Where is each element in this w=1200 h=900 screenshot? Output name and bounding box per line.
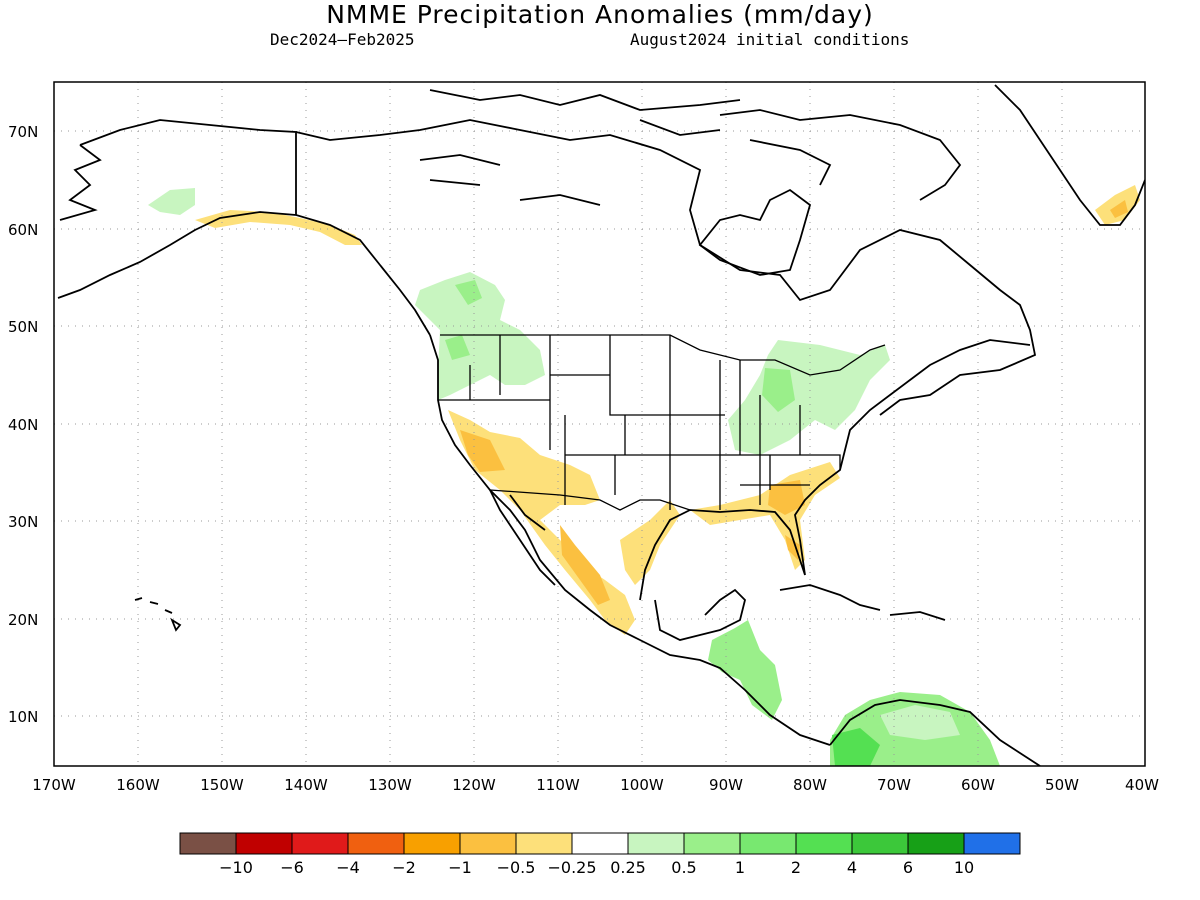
graticule: [54, 82, 1145, 766]
hawaii: [134, 597, 182, 632]
us-mexico-border: [489, 489, 691, 511]
colorbar-label: −0.25: [547, 858, 596, 877]
lat-tick: 30N: [8, 513, 38, 531]
colorbar-swatch: [963, 832, 1021, 855]
colorbar-label: −0.5: [497, 858, 536, 877]
lon-tick: 50W: [1045, 776, 1079, 794]
dry-southern-alaska-coast: [195, 210, 362, 245]
wet-great-lakes-core: [762, 368, 795, 412]
dry-mexico-interior: [620, 500, 680, 585]
colorbar-label: −2: [392, 858, 416, 877]
coastlines: [57, 84, 1145, 766]
colorbar-swatch: [795, 832, 853, 855]
hispaniola: [889, 611, 946, 621]
political-borders: [438, 334, 886, 511]
cuba: [779, 584, 881, 611]
lon-tick: 100W: [620, 776, 664, 794]
colorbar-swatch: [851, 832, 909, 855]
dry-greenland-core: [1110, 200, 1128, 218]
dry-gulf-coast: [690, 462, 840, 570]
wet-central-america: [708, 620, 782, 720]
lon-tick: 110W: [536, 776, 580, 794]
colorbar-label: 6: [903, 858, 913, 877]
baja-california: [489, 489, 556, 586]
season-label: Dec2024–Feb2025: [270, 30, 415, 49]
initial-conditions-label: August2024 initial conditions: [630, 30, 910, 49]
colorbar-swatch: [683, 832, 741, 855]
colorbar-swatch: [179, 832, 237, 855]
lon-tick: 130W: [368, 776, 412, 794]
lon-tick: 40W: [1125, 776, 1159, 794]
lon-axis: 170W 160W 150W 140W 130W 120W 110W 100W …: [32, 776, 1159, 794]
lat-tick: 50N: [8, 318, 38, 336]
colorbar-swatch: [515, 832, 573, 855]
colorbar-swatch: [347, 832, 405, 855]
lon-tick: 90W: [709, 776, 743, 794]
lon-tick: 60W: [961, 776, 995, 794]
wet-pacific-northwest: [415, 272, 545, 400]
us-west-coast: [429, 334, 831, 746]
arctic-coast: [295, 119, 1037, 416]
hudson-bay: [698, 188, 812, 276]
lat-axis: 70N 60N 50N 40N 30N 20N 10N: [8, 123, 38, 726]
colorbar-swatch: [627, 832, 685, 855]
lat-tick: 40N: [8, 416, 38, 434]
lat-tick: 70N: [8, 123, 38, 141]
us-canada-border: [440, 334, 886, 376]
colorbar-label: 0.5: [671, 858, 696, 877]
lat-tick: 20N: [8, 611, 38, 629]
colorbar-label: 10: [954, 858, 974, 877]
us-states-grid: [438, 335, 841, 510]
wet-south-america-light: [880, 705, 960, 740]
dry-southwest-core: [460, 430, 610, 605]
lat-tick: 60N: [8, 221, 38, 239]
colorbar-label: 2: [791, 858, 801, 877]
colorbar-label: −4: [336, 858, 360, 877]
colorbar-label: −1: [448, 858, 472, 877]
colorbar-label: −6: [280, 858, 304, 877]
colorbar-swatch: [403, 832, 461, 855]
wet-pacific-northwest-core: [445, 280, 482, 360]
greenland-coast: [994, 84, 1145, 226]
colorbar-label: 4: [847, 858, 857, 877]
arctic-islands: [419, 89, 962, 206]
lon-tick: 80W: [793, 776, 827, 794]
yucatan: [654, 588, 746, 641]
lon-tick: 150W: [200, 776, 244, 794]
colorbar-swatch: [291, 832, 349, 855]
wet-south-america-core: [832, 728, 880, 766]
alaska-coast: [57, 119, 431, 336]
lat-tick: 10N: [8, 708, 38, 726]
colorbar-swatch: [571, 832, 629, 855]
colorbar-label: 1: [735, 858, 745, 877]
dry-gulf-coast-core: [768, 480, 805, 560]
lon-tick: 70W: [877, 776, 911, 794]
colorbar-swatch: [459, 832, 517, 855]
colorbar-label: −10: [219, 858, 253, 877]
south-america-coast: [829, 699, 1041, 766]
wet-great-lakes-ohio-valley: [728, 340, 890, 455]
chart-title: NMME Precipitation Anomalies (mm/day): [326, 0, 874, 29]
lon-tick: 140W: [284, 776, 328, 794]
colorbar-swatch: [907, 832, 965, 855]
lon-tick: 170W: [32, 776, 76, 794]
map-frame: [53, 81, 1146, 767]
colorbar-swatch: [739, 832, 797, 855]
colorbar-swatch: [235, 832, 293, 855]
wet-alaska-west: [148, 188, 195, 215]
lon-tick: 160W: [116, 776, 160, 794]
anomaly-shading: [148, 185, 1140, 766]
colorbar-label: 0.25: [610, 858, 646, 877]
lon-tick: 120W: [452, 776, 496, 794]
colorbar: −10 −6 −4 −2 −1 −0.5 −0.25 0.25 0.5 1 2 4 6 10: [179, 832, 1021, 877]
